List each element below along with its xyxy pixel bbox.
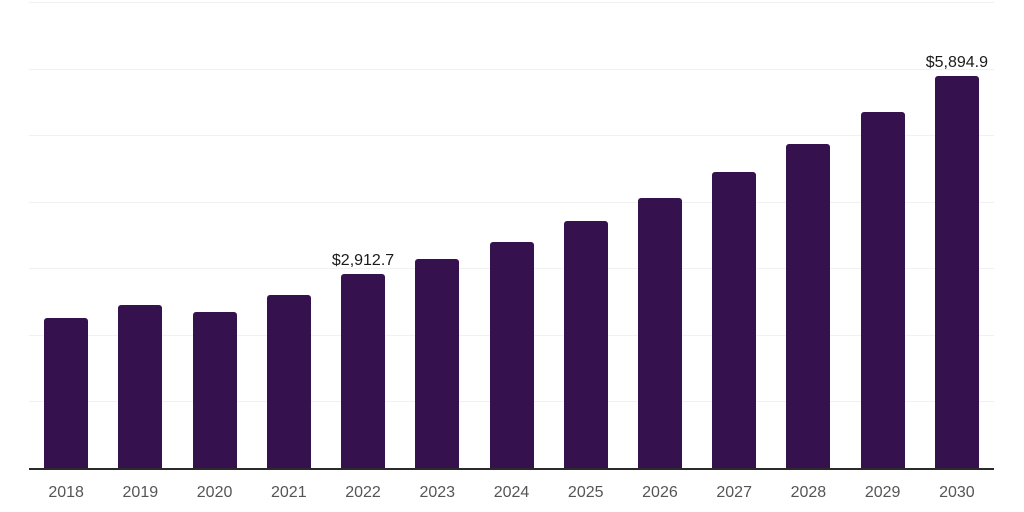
x-tick-label-2024: 2024 (493, 484, 530, 501)
bar-2018 (44, 318, 89, 468)
bar-2029 (860, 111, 905, 468)
bar-2030 (934, 75, 979, 468)
data-label-2030: $5,894.9 (925, 53, 989, 71)
x-tick-label-2023: 2023 (419, 484, 456, 501)
bar-2024 (489, 241, 534, 468)
x-tick-label-2030: 2030 (939, 484, 975, 501)
data-label-2022: $2,912.7 (331, 252, 395, 270)
bar-2020 (192, 311, 237, 468)
bar-2023 (415, 258, 460, 468)
x-tick-label-2029: 2029 (864, 484, 901, 501)
bar-2022 (341, 274, 386, 468)
bar-2028 (786, 144, 831, 468)
gridline (29, 135, 994, 137)
x-tick-label-2018: 2018 (48, 484, 84, 501)
gridline (29, 68, 994, 70)
bar-2019 (118, 304, 163, 468)
x-tick-label-2025: 2025 (567, 484, 604, 501)
x-tick-label-2021: 2021 (271, 484, 307, 501)
x-axis-line (29, 468, 994, 470)
x-tick-label-2020: 2020 (196, 484, 233, 501)
x-tick-label-2026: 2026 (642, 484, 678, 501)
bar-2021 (266, 294, 311, 468)
bar-2025 (563, 221, 608, 468)
x-tick-label-2028: 2028 (790, 484, 827, 501)
bar-2027 (712, 172, 757, 468)
gridline (29, 2, 994, 3)
x-tick-label-2022: 2022 (345, 484, 381, 501)
x-tick-label-2019: 2019 (122, 484, 159, 501)
gridline (29, 201, 994, 203)
x-tick-label-2027: 2027 (716, 484, 752, 501)
x-axis-labels: 2018 2019 2020 2021 2022 2023 2024 2025 2026 2027… (29, 482, 994, 506)
plot-area: $2,912.7 $5,894.9 (29, 2, 994, 470)
bar-2026 (637, 198, 682, 468)
